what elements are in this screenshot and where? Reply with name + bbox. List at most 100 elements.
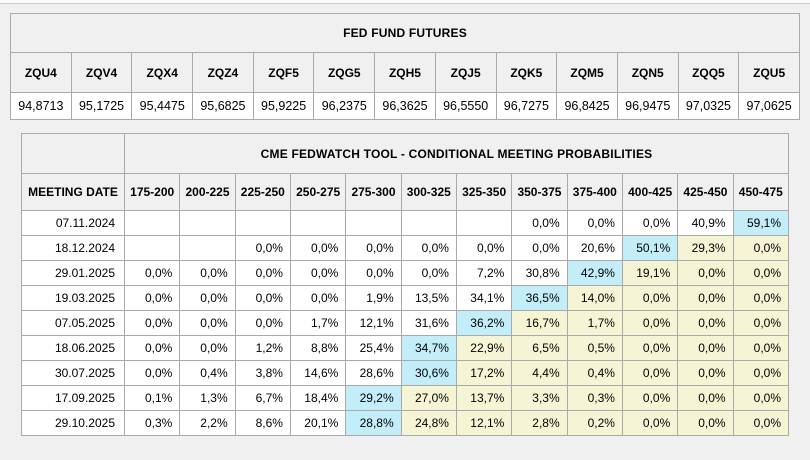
probability-cell: 0,0% <box>345 260 402 286</box>
probability-cell: 28,8% <box>345 410 402 436</box>
futures-ticker-header: ZQX4 <box>131 52 194 93</box>
futures-ticker-header: ZQH5 <box>374 52 436 93</box>
futures-ticker-header: ZQJ5 <box>434 52 497 93</box>
probability-row: 30.07.2025 0,0% 0,4% 3,8% 14,6% 28,6% 30,6% 17,… <box>21 360 790 386</box>
probability-cell: 24,8% <box>400 410 457 436</box>
probability-cell: 31,6% <box>400 310 457 336</box>
probability-cell: 0,0% <box>621 385 679 411</box>
probability-cell: 36,5% <box>511 285 568 311</box>
probability-cell: 50,1% <box>621 235 679 261</box>
probability-cell: 0,0% <box>621 360 679 386</box>
probability-cell: 25,4% <box>345 335 402 361</box>
probability-cell: 2,2% <box>179 410 236 436</box>
probability-cell: 0,0% <box>234 285 291 311</box>
probability-cell: 0,0% <box>732 235 790 261</box>
probability-cell: 3,3% <box>511 385 568 411</box>
futures-ticker-header: ZQV4 <box>70 52 133 93</box>
rate-bin-header: 200-225 <box>179 173 236 211</box>
probability-cell: 30,8% <box>511 260 568 286</box>
probability-cell: 22,9% <box>455 335 513 361</box>
futures-price-cell: 94,8713 <box>10 92 72 120</box>
probability-cell: 0,0% <box>677 360 734 386</box>
probability-cell: 0,0% <box>621 310 679 336</box>
probability-cell: 0,0% <box>732 285 790 311</box>
window-top-edge <box>0 0 810 4</box>
futures-ticker-header: ZQG5 <box>313 52 376 93</box>
probability-cell: 0,4% <box>179 360 236 386</box>
futures-title-row: FED FUND FUTURES <box>10 13 800 53</box>
probability-cell: 13,7% <box>455 385 513 411</box>
meeting-date-header: MEETING DATE <box>21 173 125 211</box>
futures-ticker-header: ZQK5 <box>495 52 558 93</box>
meeting-date-cell: 07.05.2025 <box>21 310 125 336</box>
futures-ticker-header: ZQM5 <box>556 52 618 93</box>
futures-ticker-header: ZQQ5 <box>677 52 740 93</box>
meeting-date-cell: 18.12.2024 <box>21 235 125 261</box>
futures-price-cell: 95,9225 <box>252 92 315 120</box>
futures-ticker-header: ZQZ4 <box>192 52 254 93</box>
probability-cell: 0,0% <box>234 310 291 336</box>
probability-cell: 0,0% <box>677 335 734 361</box>
probability-cell <box>345 210 402 236</box>
probability-row: 07.11.2024 0,0% 0,0% 0,0% 40,9% 59,1% <box>21 210 790 236</box>
futures-ticker-header: ZQU5 <box>738 52 800 93</box>
rate-bin-header: 400-425 <box>621 173 679 211</box>
probability-cell: 8,6% <box>234 410 291 436</box>
futures-price-cell: 95,6825 <box>192 92 254 120</box>
probability-cell: 17,2% <box>455 360 513 386</box>
futures-table-title: FED FUND FUTURES <box>10 13 800 53</box>
probability-cell: 14,6% <box>289 360 347 386</box>
probability-cell: 0,0% <box>732 385 790 411</box>
probability-cell <box>400 210 457 236</box>
rate-bin-header: 350-375 <box>511 173 568 211</box>
probability-cell <box>123 235 181 261</box>
probability-cell: 0,0% <box>732 360 790 386</box>
probability-row: 17.09.2025 0,1% 1,3% 6,7% 18,4% 29,2% 27,0% 13,… <box>21 385 790 411</box>
probability-cell: 20,1% <box>289 410 347 436</box>
rate-bin-header: 375-400 <box>566 173 623 211</box>
rate-bin-header: 450-475 <box>732 173 790 211</box>
probability-cell: 0,0% <box>732 410 790 436</box>
probability-cell: 27,0% <box>400 385 457 411</box>
fedwatch-probabilities-table: CME FEDWATCH TOOL - CONDITIONAL MEETING … <box>21 133 790 436</box>
probability-row: 29.10.2025 0,3% 2,2% 8,6% 20,1% 28,8% 24,8% 12,… <box>21 410 790 436</box>
probability-cell: 40,9% <box>677 210 734 236</box>
meeting-date-cell: 29.01.2025 <box>21 260 125 286</box>
corner-spacer-cell <box>21 133 125 174</box>
probability-cell: 0,0% <box>621 410 679 436</box>
probability-cell: 0,2% <box>566 410 623 436</box>
fed-fund-futures-table: FED FUND FUTURES ZQU4 ZQV4 ZQX4 ZQZ4 ZQF5 ZQG… <box>10 13 800 120</box>
probability-cell: 0,1% <box>123 385 181 411</box>
probability-cell: 34,7% <box>400 335 457 361</box>
rate-bin-header: 225-250 <box>234 173 291 211</box>
probability-cell: 4,4% <box>511 360 568 386</box>
probability-cell: 1,7% <box>289 310 347 336</box>
probability-cell: 30,6% <box>400 360 457 386</box>
probability-cell <box>123 210 181 236</box>
probability-cell: 0,0% <box>289 285 347 311</box>
probability-cell: 1,7% <box>566 310 623 336</box>
futures-price-cell: 96,2375 <box>313 92 376 120</box>
meeting-date-cell: 19.03.2025 <box>21 285 125 311</box>
probability-cell: 0,0% <box>732 260 790 286</box>
probability-cell <box>234 210 291 236</box>
probability-cell: 0,4% <box>566 360 623 386</box>
probability-cell: 28,6% <box>345 360 402 386</box>
probability-cell: 0,0% <box>511 210 568 236</box>
probability-row: 29.01.2025 0,0% 0,0% 0,0% 0,0% 0,0% 0,0% 7,2% 30… <box>21 260 790 286</box>
futures-ticker-header: ZQN5 <box>616 52 679 93</box>
probability-cell: 0,0% <box>621 335 679 361</box>
rate-bin-header: 250-275 <box>289 173 347 211</box>
probability-cell: 8,8% <box>289 335 347 361</box>
futures-price-cell: 96,9475 <box>616 92 679 120</box>
probability-cell: 0,0% <box>677 385 734 411</box>
fedwatch-table-title: CME FEDWATCH TOOL - CONDITIONAL MEETING … <box>124 133 789 174</box>
futures-price-cell: 96,8425 <box>556 92 618 120</box>
futures-price-cell: 97,0625 <box>738 92 800 120</box>
probability-cell: 59,1% <box>732 210 790 236</box>
probability-cell <box>179 210 236 236</box>
probability-cell: 1,3% <box>179 385 236 411</box>
meeting-date-cell: 29.10.2025 <box>21 410 125 436</box>
futures-price-row: 94,8713 95,1725 95,4475 95,6825 95,9225 96,23… <box>10 92 800 120</box>
probability-cell: 0,3% <box>566 385 623 411</box>
